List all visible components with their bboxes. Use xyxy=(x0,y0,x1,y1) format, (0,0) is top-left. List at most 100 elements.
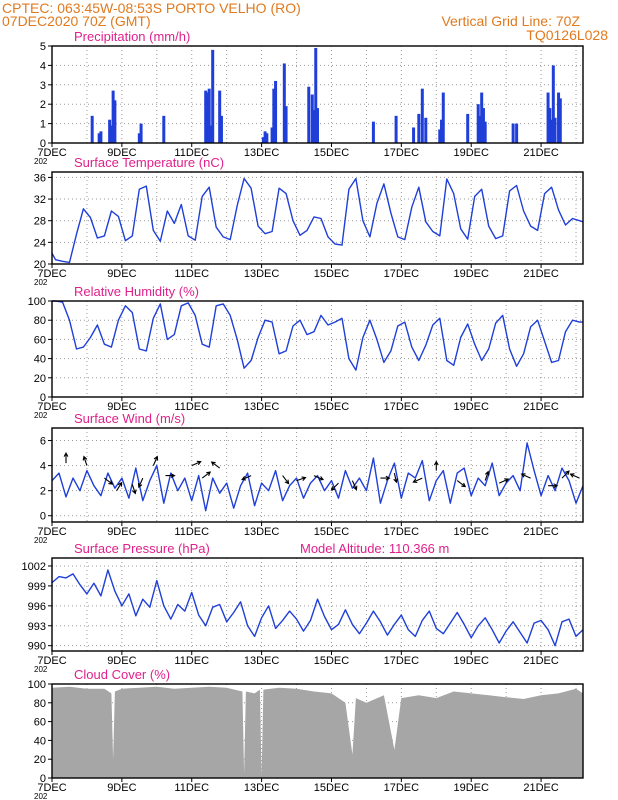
x-tick-label: 21DEC xyxy=(523,526,559,538)
surface-wind-frame xyxy=(51,427,584,523)
y-tick-label: 4 xyxy=(40,60,46,72)
y-tick-label: 996 xyxy=(28,601,46,613)
y-tick-label: 20 xyxy=(34,373,46,385)
precip-bar xyxy=(219,115,223,143)
precip-bar xyxy=(204,90,208,143)
wind-vector-arrow xyxy=(351,480,358,491)
x-tick-label: 21DEC xyxy=(523,147,559,159)
surface-pressure-line xyxy=(51,569,584,647)
relative-humidity-frame xyxy=(51,300,584,398)
precip-bar xyxy=(511,123,515,143)
precipitation-frame xyxy=(51,45,584,144)
wind-vector-arrow xyxy=(210,461,221,469)
x-tick-label: 13DEC xyxy=(244,655,280,667)
wind-vector-arrow xyxy=(201,471,212,479)
cloud-cover-area xyxy=(52,686,583,778)
x-tick-label: 21DEC xyxy=(523,268,559,280)
wind-vector-arrow xyxy=(498,478,510,484)
x-tick-year-label: 202 xyxy=(34,411,48,420)
x-tick-label: 9DEC xyxy=(107,147,136,159)
wind-vector-arrow xyxy=(152,455,159,466)
x-tick-label: 9DEC xyxy=(107,655,136,667)
precip-bar xyxy=(113,100,117,143)
precip-bar xyxy=(546,92,550,143)
wind-vector-arrow xyxy=(433,460,439,471)
x-tick-label: 17DEC xyxy=(384,401,420,413)
x-tick-label: 11DEC xyxy=(174,268,209,280)
x-tick-label: 15DEC xyxy=(314,526,350,538)
relative-humidity-line xyxy=(52,300,583,371)
wind-vector-arrow xyxy=(548,483,559,489)
x-tick-label: 7DEC xyxy=(37,782,66,794)
precip-bar xyxy=(550,119,554,143)
precip-bar xyxy=(205,92,209,143)
x-tick-year-label: 202 xyxy=(34,792,48,800)
precip-bar xyxy=(371,121,375,143)
x-tick-label: 11DEC xyxy=(174,526,209,538)
wind-vector-arrow xyxy=(131,484,137,495)
precip-bar xyxy=(553,117,557,143)
precip-bar xyxy=(282,63,286,143)
cloud-cover-panel: Cloud Cover (%) 0 20 40 60 80 100 7DEC 9DEC 11DEC… xyxy=(28,667,584,800)
x-tick-year-label: 202 xyxy=(34,536,48,545)
y-tick-label: 6 xyxy=(40,436,46,448)
precipitation-panel: Precipitation (mm/h) 0 1 2 3 4 5 7DEC 9DEC 11DEC 1… xyxy=(34,29,584,166)
precip-bar xyxy=(441,92,445,143)
x-tick-label: 11DEC xyxy=(174,655,209,667)
y-tick-label: 990 xyxy=(28,641,46,653)
precip-bar xyxy=(307,86,311,143)
precip-bar xyxy=(274,80,278,143)
x-tick-label: 7DEC xyxy=(37,655,66,667)
precip-bar xyxy=(480,92,484,143)
precip-bar xyxy=(109,125,113,143)
wind-vector-arrow xyxy=(282,475,290,485)
surface-wind-title: Surface Wind (m/s) xyxy=(74,411,185,426)
surface-wind-panel: Surface Wind (m/s) 0 2 4 6 7DEC 9DEC 11DEC 13DEC… xyxy=(34,411,584,545)
cloud-cover-title: Cloud Cover (%) xyxy=(74,667,170,682)
precip-bar xyxy=(412,127,416,143)
x-tick-label: 9DEC xyxy=(107,401,136,413)
header-model-code: TQ0126L028 xyxy=(526,27,608,43)
surface-temperature-panel: Surface Temperature (nC) 20 24 28 32 36 7DEC 9D… xyxy=(34,155,584,287)
precip-bar xyxy=(97,133,101,143)
y-tick-label: 60 xyxy=(34,334,46,346)
surface-wind-line xyxy=(51,442,584,512)
y-tick-label: 999 xyxy=(28,581,46,593)
precip-bar xyxy=(108,119,112,143)
x-tick-label: 13DEC xyxy=(244,147,280,159)
wind-vector-arrow xyxy=(484,470,490,481)
precip-bar xyxy=(551,65,555,143)
precip-bar xyxy=(209,125,213,143)
precip-bar xyxy=(162,115,166,143)
relative-humidity-panel: Relative Humidity (%) 0 20 40 60 80 100 7DEC 9DE… xyxy=(28,284,584,420)
y-tick-label: 24 xyxy=(34,237,46,249)
precip-bar xyxy=(424,117,428,143)
precip-bar xyxy=(263,131,267,143)
y-tick-label: 80 xyxy=(34,315,46,327)
x-tick-label: 7DEC xyxy=(37,147,66,159)
x-tick-label: 7DEC xyxy=(37,526,66,538)
x-tick-label: 13DEC xyxy=(244,526,280,538)
surface-pressure-frame xyxy=(51,557,584,652)
x-tick-label: 15DEC xyxy=(314,655,350,667)
y-tick-label: 20 xyxy=(34,754,46,766)
wind-vector-arrow xyxy=(412,477,423,484)
x-tick-label: 11DEC xyxy=(174,147,209,159)
y-tick-label: 60 xyxy=(34,717,46,729)
x-tick-label: 19DEC xyxy=(453,782,489,794)
y-tick-label: 80 xyxy=(34,698,46,710)
precip-bar xyxy=(481,108,485,143)
precip-bar xyxy=(284,106,288,143)
y-tick-label: 0 xyxy=(40,138,46,150)
precip-bar xyxy=(312,110,316,143)
x-tick-label: 17DEC xyxy=(384,147,420,159)
cloud-cover-frame xyxy=(51,683,584,779)
x-tick-label: 21DEC xyxy=(523,401,559,413)
precip-bar xyxy=(478,115,482,143)
y-tick-label: 100 xyxy=(28,679,46,691)
surface-temperature-line xyxy=(51,177,584,264)
x-tick-label: 17DEC xyxy=(384,526,420,538)
y-tick-label: 40 xyxy=(34,354,46,366)
x-tick-label: 17DEC xyxy=(384,268,420,280)
wind-vector-arrow xyxy=(330,482,339,491)
